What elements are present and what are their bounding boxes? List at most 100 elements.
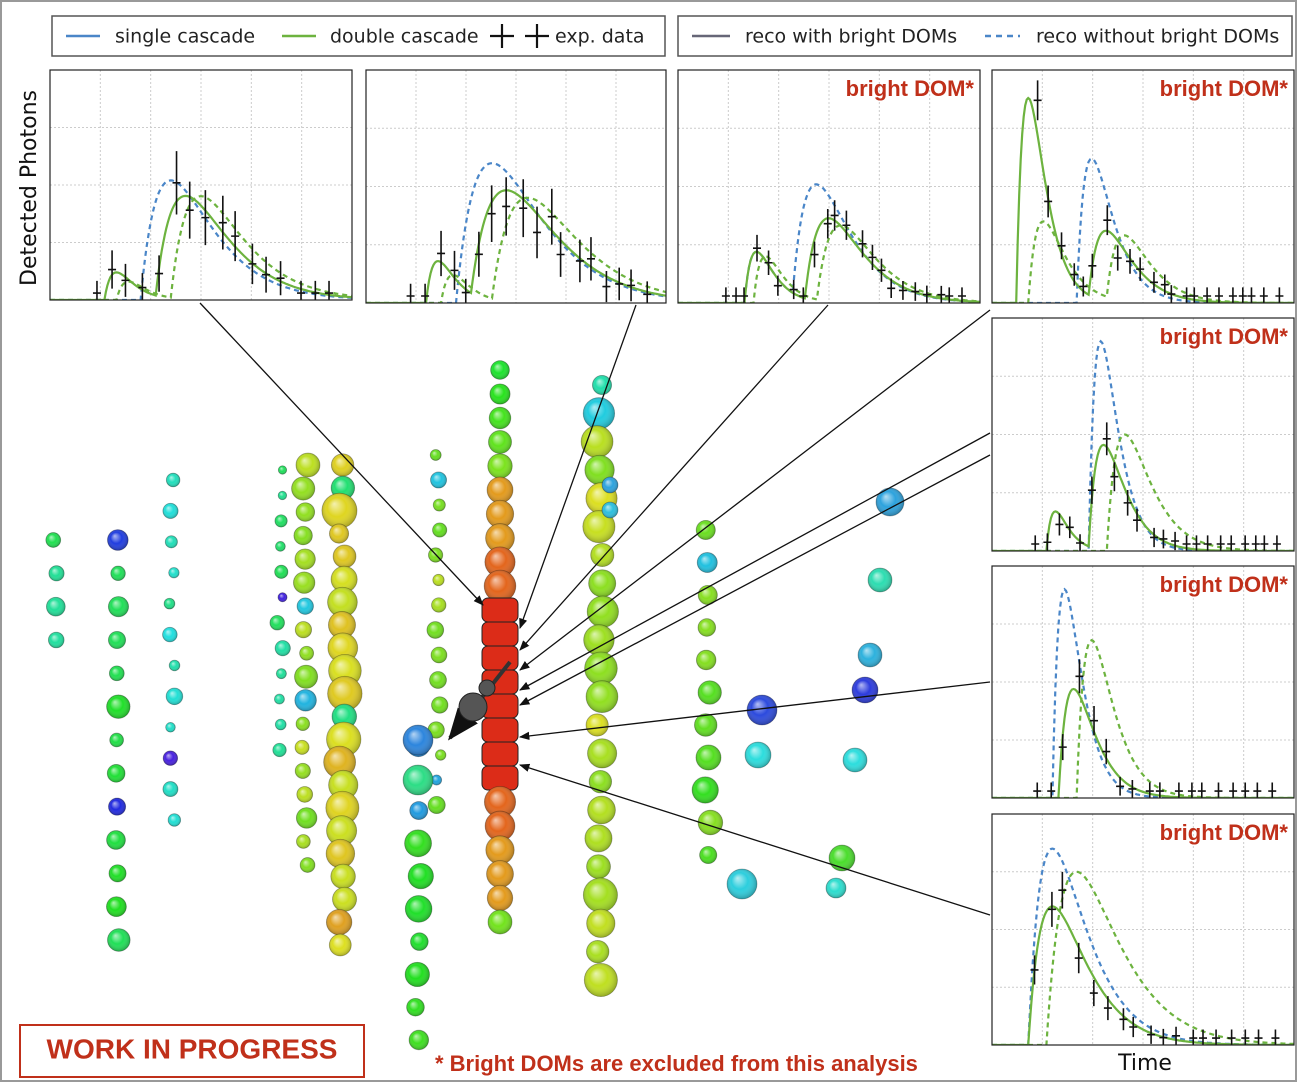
dom-shade bbox=[295, 621, 312, 638]
dom-shade bbox=[487, 885, 513, 911]
arrows bbox=[199, 302, 991, 916]
data-point bbox=[262, 256, 271, 293]
pointer-arrow bbox=[199, 302, 484, 606]
dom-shade bbox=[428, 796, 446, 814]
dom-shade bbox=[697, 552, 718, 573]
dom-shade bbox=[727, 869, 757, 899]
dom-shade bbox=[293, 526, 313, 545]
data-point bbox=[325, 280, 334, 300]
dom-shade bbox=[586, 854, 611, 879]
dom-shade bbox=[106, 896, 127, 917]
dom-shade bbox=[405, 962, 430, 987]
dom-shade bbox=[293, 571, 315, 594]
data-point bbox=[1227, 535, 1236, 551]
data-point bbox=[1159, 1028, 1168, 1045]
dom-shade bbox=[272, 743, 287, 757]
vertex bbox=[458, 692, 488, 722]
data-point bbox=[753, 234, 762, 262]
data-point bbox=[1103, 996, 1112, 1021]
stamp-box bbox=[19, 1024, 365, 1078]
dom-shade bbox=[429, 671, 447, 689]
waveform bbox=[50, 179, 352, 300]
dom-shade bbox=[275, 541, 286, 552]
panel-label: bright DOM* bbox=[1160, 572, 1289, 597]
dom-shade bbox=[168, 567, 180, 578]
data-point bbox=[1214, 287, 1223, 303]
data-point bbox=[1057, 232, 1066, 260]
dom-shade bbox=[269, 615, 285, 631]
data-point bbox=[1047, 891, 1056, 927]
legend-entry: single cascade bbox=[115, 26, 255, 48]
data-point bbox=[823, 208, 832, 239]
dom-shade bbox=[586, 680, 618, 713]
dom-shade bbox=[602, 477, 618, 493]
dom-shade bbox=[331, 453, 354, 477]
data-point bbox=[1103, 205, 1112, 236]
dom-shade bbox=[330, 864, 356, 889]
data-point bbox=[1044, 185, 1053, 218]
dom-shade bbox=[274, 514, 288, 528]
data-point bbox=[1268, 782, 1277, 798]
data-point bbox=[1128, 780, 1137, 798]
waveform bbox=[992, 687, 1294, 798]
data-point bbox=[1102, 738, 1111, 765]
dom-shade bbox=[430, 647, 447, 663]
data-point bbox=[1110, 462, 1119, 492]
dom-shade bbox=[486, 860, 514, 888]
dom bbox=[481, 597, 519, 623]
legend-entry: exp. data bbox=[555, 26, 645, 48]
dom-shade bbox=[588, 569, 616, 597]
waveform bbox=[366, 189, 666, 303]
data-point bbox=[1058, 871, 1067, 909]
dom-shade bbox=[110, 566, 126, 581]
dom-shade bbox=[325, 791, 359, 825]
dom-shade bbox=[876, 488, 904, 516]
dom-shade bbox=[427, 721, 445, 739]
data-point bbox=[898, 280, 907, 300]
dom-shade bbox=[106, 830, 126, 850]
panel-label: bright DOM* bbox=[1160, 324, 1289, 349]
footnote: * Bright DOMs are excluded from this ana… bbox=[435, 1051, 918, 1076]
data-point bbox=[842, 210, 851, 240]
data-point bbox=[1228, 287, 1237, 303]
data-point bbox=[1189, 1029, 1198, 1045]
data-point bbox=[218, 195, 227, 250]
data-point bbox=[957, 287, 966, 303]
data-point bbox=[1055, 513, 1064, 536]
dom-shade bbox=[294, 548, 316, 570]
dom-shade bbox=[331, 566, 358, 593]
data-point bbox=[858, 230, 867, 258]
dom-shade bbox=[410, 932, 429, 951]
dom-shade bbox=[852, 677, 878, 703]
data-point bbox=[1247, 287, 1256, 303]
data-point bbox=[937, 285, 946, 303]
dom-shade bbox=[291, 476, 315, 501]
data-point bbox=[627, 269, 636, 302]
dom-shade bbox=[485, 523, 515, 553]
data-point bbox=[121, 263, 130, 297]
dom-shade bbox=[697, 618, 716, 637]
waveform-panel bbox=[49, 69, 353, 301]
data-point bbox=[1241, 1029, 1250, 1045]
panel-label: bright DOM* bbox=[846, 76, 975, 101]
waveform-panel bbox=[365, 69, 667, 304]
dom-shade bbox=[485, 835, 515, 865]
dom-shade bbox=[274, 694, 285, 705]
dom-shade bbox=[409, 801, 428, 820]
dom-shade bbox=[486, 500, 514, 528]
data-point bbox=[1254, 1029, 1263, 1045]
dom-shade bbox=[426, 621, 444, 639]
data-point bbox=[502, 177, 511, 236]
dom-shade bbox=[485, 811, 515, 841]
data-point bbox=[732, 287, 741, 303]
waveform bbox=[678, 183, 980, 303]
dom-shade bbox=[431, 696, 449, 714]
dom-shade bbox=[489, 407, 511, 429]
data-point bbox=[231, 211, 240, 262]
data-point bbox=[1043, 533, 1052, 551]
data-point bbox=[1070, 263, 1079, 286]
dom-shade bbox=[297, 597, 314, 615]
data-point bbox=[615, 267, 624, 301]
dom-shade bbox=[108, 798, 126, 816]
dom-shade bbox=[323, 746, 356, 779]
